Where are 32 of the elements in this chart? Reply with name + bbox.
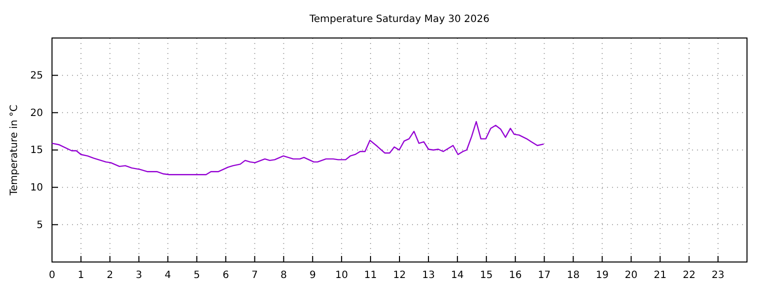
x-tick-label: 11 (364, 270, 377, 282)
x-tick-label: 15 (480, 270, 493, 282)
x-tick-label: 20 (624, 270, 638, 282)
x-tick-label: 12 (393, 270, 406, 282)
x-tick-label: 1 (78, 270, 84, 282)
y-tick-label: 25 (30, 70, 43, 82)
y-tick-label: 10 (30, 182, 43, 194)
y-tick-label: 5 (36, 220, 43, 231)
y-tick-label: 15 (30, 145, 43, 156)
x-tick-label: 16 (508, 270, 522, 282)
x-tick-label: 7 (252, 270, 258, 282)
x-tick-label: 3 (136, 270, 142, 282)
x-tick-label: 18 (566, 270, 580, 282)
y-axis-title: Temperature in °C (9, 104, 20, 196)
y-tick-label: 20 (30, 108, 43, 119)
x-tick-label: 9 (309, 270, 316, 282)
x-tick-label: 22 (682, 270, 696, 282)
x-tick-label: 2 (106, 270, 114, 282)
chart-title: Temperature Saturday May 30 2026 (308, 14, 490, 25)
x-tick-label: 4 (164, 270, 172, 282)
x-tick-label: 0 (48, 270, 56, 282)
x-tick-label: 14 (451, 270, 464, 282)
x-tick-label: 21 (654, 270, 666, 282)
x-tick-label: 8 (280, 270, 287, 282)
x-tick-label: 5 (194, 270, 200, 282)
x-tick-label: 19 (596, 270, 609, 282)
x-tick-label: 6 (222, 270, 229, 282)
x-tick-label: 13 (422, 270, 435, 282)
x-tick-label: 23 (712, 270, 724, 282)
line-series (51, 121, 544, 176)
x-tick-label: 10 (335, 270, 348, 282)
x-tick-label: 17 (538, 270, 551, 282)
